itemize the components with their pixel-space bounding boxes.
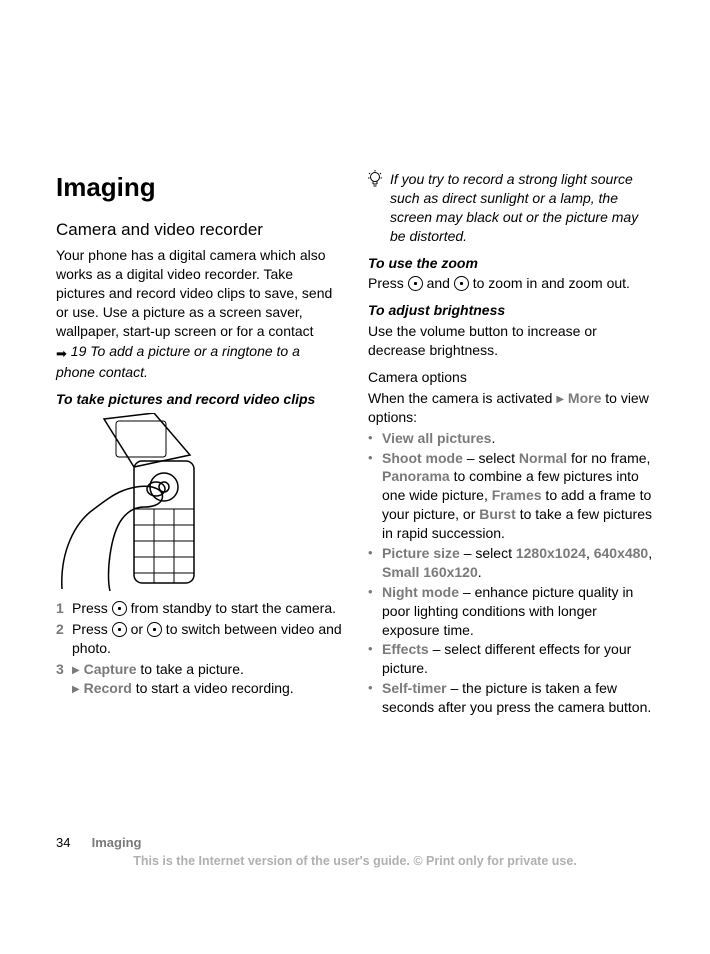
bullet-icon: •	[368, 544, 382, 582]
bullet-icon: •	[368, 429, 382, 448]
options-list: • View all pictures. • Shoot mode – sele…	[368, 429, 654, 717]
option-item: Night mode – enhance picture quality in …	[382, 583, 654, 640]
nav-key-icon	[147, 622, 162, 637]
options-intro: When the camera is activated ▶ More to v…	[368, 389, 654, 427]
camera-key-icon	[112, 601, 127, 616]
zoom-heading: To use the zoom	[368, 254, 654, 273]
xref: 19 To add a picture or a ringtone to a p…	[56, 342, 342, 382]
lightbulb-icon	[368, 170, 384, 246]
nav-key-icon	[112, 622, 127, 637]
phone-diagram	[56, 413, 221, 593]
option-item: Effects – select different effects for y…	[382, 640, 654, 678]
step-text: Press from standby to start the camera.	[72, 599, 342, 618]
page-title: Imaging	[56, 170, 342, 205]
footer-section: Imaging	[92, 835, 142, 850]
arrow-right-icon	[56, 344, 67, 363]
option-item: Picture size – select 1280x1024, 640x480…	[382, 544, 654, 582]
take-heading: To take pictures and record video clips	[56, 390, 342, 409]
option-item: View all pictures.	[382, 429, 654, 448]
steps-list: 1 Press from standby to start the camera…	[56, 599, 342, 697]
bullet-icon: •	[368, 640, 382, 678]
nav-down-icon	[454, 276, 469, 291]
page-number: 34	[56, 834, 88, 852]
option-item: Self-timer – the picture is taken a few …	[382, 679, 654, 717]
nav-triangle-icon: ▶	[72, 684, 80, 695]
bullet-icon: •	[368, 679, 382, 717]
zoom-text: Press and to zoom in and zoom out.	[368, 274, 654, 293]
nav-up-icon	[408, 276, 423, 291]
options-heading: Camera options	[368, 368, 654, 387]
tip-text: If you try to record a strong light sour…	[390, 170, 654, 246]
step-number: 1	[56, 599, 72, 618]
bullet-icon: •	[368, 449, 382, 543]
nav-triangle-icon: ▶	[556, 394, 564, 405]
step-number: 3	[56, 660, 72, 698]
nav-triangle-icon: ▶	[72, 665, 80, 676]
step-text: ▶ Capture to take a picture. ▶ Record to…	[72, 660, 342, 698]
bullet-icon: •	[368, 583, 382, 640]
brightness-heading: To adjust brightness	[368, 301, 654, 320]
option-item: Shoot mode – select Normal for no frame,…	[382, 449, 654, 543]
intro-text: Your phone has a digital camera which al…	[56, 246, 342, 340]
step-text: Press or to switch between video and pho…	[72, 620, 342, 658]
tip-callout: If you try to record a strong light sour…	[368, 170, 654, 246]
brightness-text: Use the volume button to increase or dec…	[368, 322, 654, 360]
step-number: 2	[56, 620, 72, 658]
page-footer: 34 Imaging This is the Internet version …	[56, 834, 654, 870]
section-heading: Camera and video recorder	[56, 219, 342, 242]
footer-note: This is the Internet version of the user…	[56, 853, 654, 870]
